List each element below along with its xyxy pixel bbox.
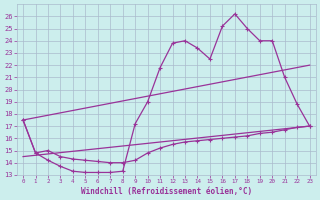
X-axis label: Windchill (Refroidissement éolien,°C): Windchill (Refroidissement éolien,°C)	[81, 187, 252, 196]
